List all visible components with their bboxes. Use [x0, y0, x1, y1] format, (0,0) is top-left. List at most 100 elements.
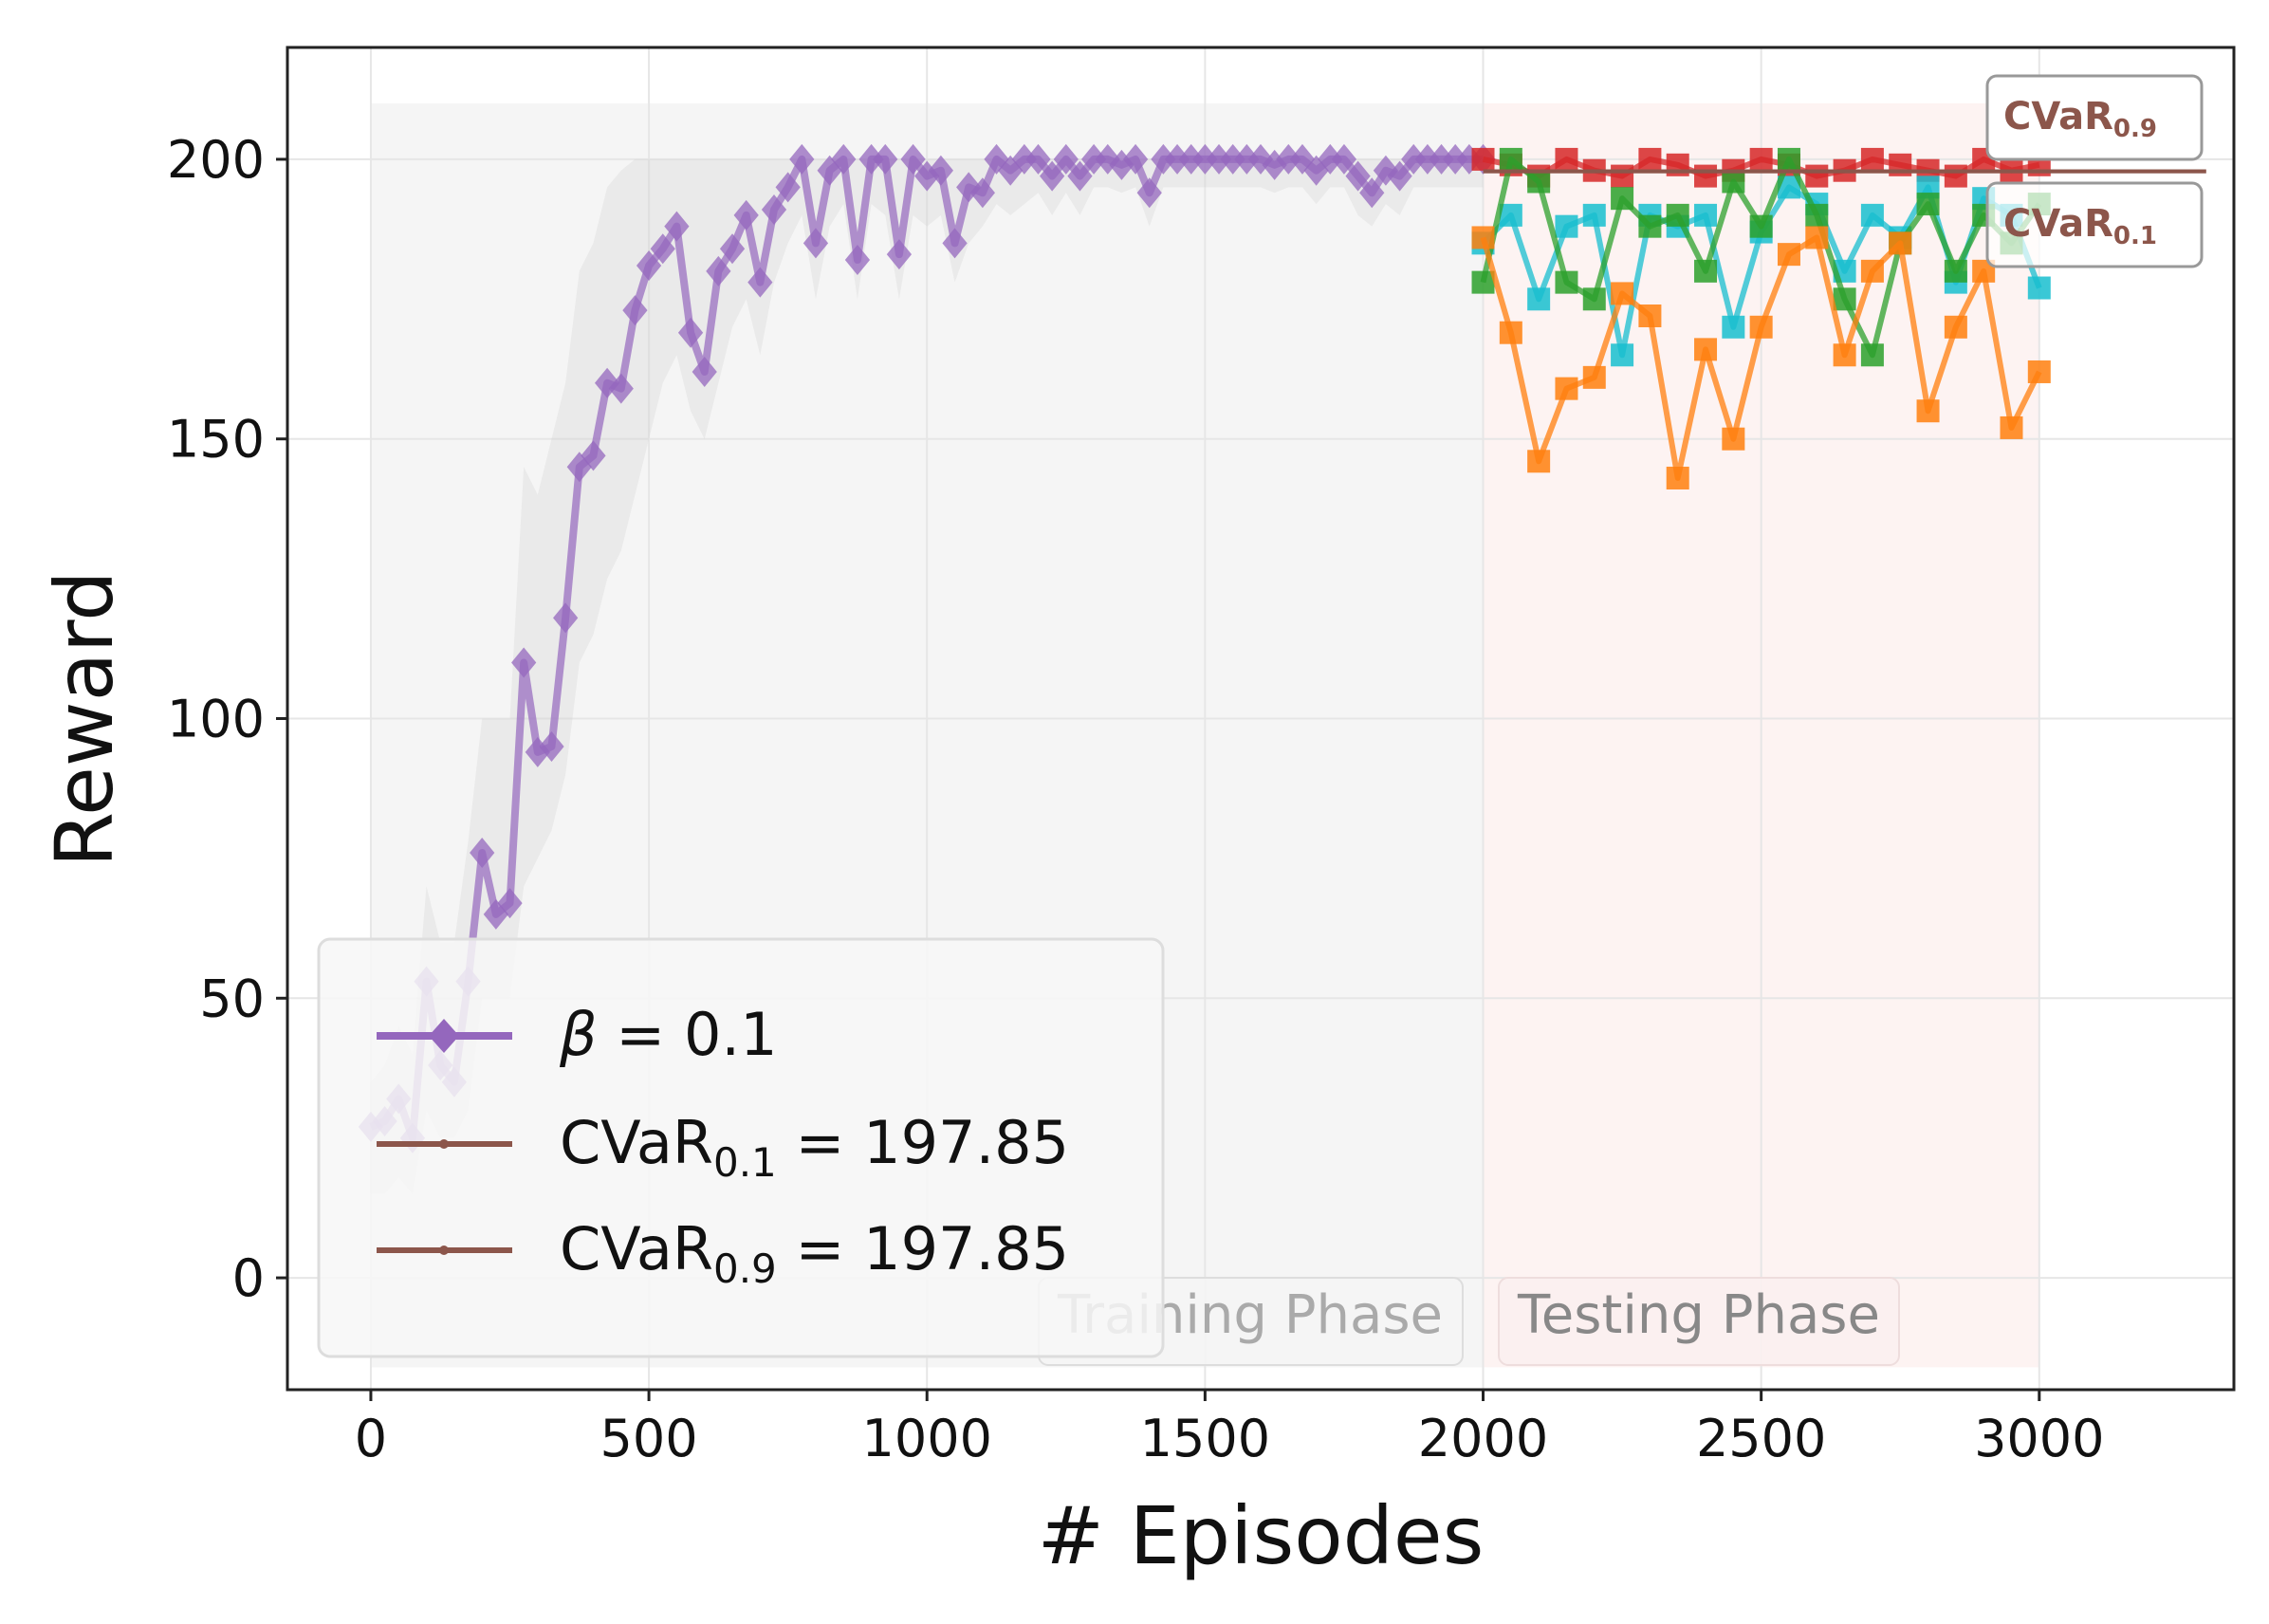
- series-point-1: [1860, 147, 1884, 171]
- series-point-0: [1095, 143, 1120, 175]
- series-point-0: [775, 172, 801, 203]
- series-point-3: [1471, 270, 1495, 294]
- series-point-0: [1401, 143, 1427, 175]
- confidence-band-layer: [370, 158, 1484, 1194]
- legend-entry-cvar-0-9: CVaR0.9 = 197.85: [377, 1214, 1069, 1292]
- series-point-0: [1164, 143, 1190, 175]
- series-point-0: [1359, 177, 1385, 209]
- y-tick-label: 0: [232, 1248, 265, 1308]
- series-point-4: [1471, 226, 1495, 249]
- series-point-0: [650, 233, 675, 265]
- x-tick-label: 500: [600, 1409, 698, 1468]
- series-point-2: [1722, 315, 1745, 339]
- series-point-0: [858, 143, 884, 175]
- series-point-2: [1860, 203, 1884, 227]
- series-point-1: [1611, 164, 1634, 188]
- series-point-0: [1234, 143, 1260, 175]
- series-point-0: [1025, 143, 1051, 175]
- series-point-3: [1527, 170, 1551, 194]
- series-point-3: [1694, 259, 1718, 283]
- series-point-3: [1860, 343, 1884, 367]
- series-point-0: [1151, 143, 1176, 175]
- y-tick-label: 100: [167, 690, 265, 749]
- series-point-0: [1178, 143, 1204, 175]
- series-point-2: [1611, 343, 1634, 367]
- series-point-1: [1694, 164, 1718, 188]
- series-point-3: [1916, 193, 1940, 216]
- series-point-3: [1722, 170, 1745, 194]
- series-point-3: [1611, 187, 1634, 211]
- series-point-0: [470, 838, 495, 868]
- series-point-1: [1638, 147, 1662, 171]
- cvar-low-badge: CVaR0.1: [1985, 181, 2204, 268]
- series-point-1: [1555, 147, 1578, 171]
- x-axis-label: # Episodes: [1038, 1489, 1485, 1582]
- legend-beta-symbol: β: [559, 1000, 598, 1069]
- legend-dot-marker: [439, 1246, 449, 1255]
- legend-beta-text: = 0.1: [598, 1000, 778, 1069]
- tick-layer: 0 500 1000 1500 2000 2500 3000 0 50 100 150 200: [167, 130, 2105, 1468]
- series-point-0: [1040, 160, 1065, 192]
- series-point-4: [1749, 315, 1773, 339]
- legend: β = 0.1 CVaR0.1 = 197.85 CVaR0.9 = 197.8…: [317, 937, 1165, 1358]
- series-point-2: [1499, 203, 1522, 227]
- x-tick-label: 1000: [862, 1409, 992, 1468]
- series-point-4: [1833, 343, 1856, 367]
- x-tick-label: 1500: [1140, 1409, 1270, 1468]
- svg-text:CVaR0.9: CVaR0.9: [2003, 95, 2157, 143]
- x-tick-label: 3000: [1974, 1409, 2104, 1468]
- series-point-0: [719, 233, 746, 265]
- series-point-0: [969, 177, 995, 209]
- series-point-0: [956, 172, 982, 203]
- svg-text:CVaR0.1: CVaR0.1: [2003, 202, 2157, 250]
- x-tick-label: 2500: [1696, 1409, 1826, 1468]
- legend-cvar-0-1-text: = 197.85: [777, 1108, 1069, 1177]
- series-point-4: [1777, 243, 1800, 267]
- x-tick-label: 0: [355, 1409, 387, 1468]
- series-point-4: [2000, 415, 2023, 439]
- series-point-0: [636, 249, 662, 281]
- series-point-0: [511, 647, 537, 678]
- series-point-4: [2027, 360, 2051, 383]
- cvar-low-badge-sub: 0.1: [2113, 222, 2157, 250]
- series-point-0: [608, 373, 634, 404]
- series-point-2: [1582, 203, 1606, 227]
- series-point-4: [1889, 231, 1912, 255]
- legend-cvar-0-9-text: = 197.85: [777, 1214, 1069, 1283]
- cvar-high-badge-sub: 0.9: [2113, 115, 2157, 143]
- legend-cvar-0-1-sub: 0.1: [713, 1139, 777, 1186]
- series-point-0: [1011, 143, 1037, 175]
- series-point-0: [1289, 143, 1316, 175]
- series-point-3: [1555, 270, 1578, 294]
- series-point-0: [553, 602, 579, 634]
- series-point-1: [1944, 164, 1967, 188]
- series-band-0: [370, 158, 1484, 1194]
- series-layer: [358, 143, 2051, 1153]
- x-tick-label: 2000: [1418, 1409, 1548, 1468]
- series-point-0: [1345, 160, 1371, 192]
- series-point-0: [1053, 143, 1079, 175]
- legend-cvar-0-9-sub: 0.9: [713, 1246, 777, 1292]
- series-point-0: [677, 317, 704, 348]
- svg-text:CVaR0.1 = 197.85: CVaR0.1 = 197.85: [560, 1108, 1069, 1186]
- series-point-4: [1527, 450, 1551, 473]
- series-point-0: [998, 155, 1024, 186]
- series-point-0: [1331, 143, 1357, 175]
- series-point-0: [706, 255, 731, 286]
- legend-entry-beta: β = 0.1: [377, 1000, 778, 1069]
- series-point-1: [1805, 164, 1829, 188]
- testing-phase-label: Testing Phase: [1517, 1284, 1880, 1346]
- series-point-0: [692, 356, 717, 387]
- series-point-0: [789, 143, 815, 175]
- series-point-2: [1555, 214, 1578, 238]
- series-point-4: [1694, 338, 1718, 361]
- series-point-0: [802, 228, 829, 259]
- y-tick-label: 150: [167, 410, 265, 470]
- series-point-1: [1749, 147, 1773, 171]
- series-point-0: [873, 143, 898, 175]
- y-axis-label: Reward: [38, 571, 131, 868]
- series-point-0: [1443, 143, 1468, 175]
- series-point-0: [1206, 143, 1232, 175]
